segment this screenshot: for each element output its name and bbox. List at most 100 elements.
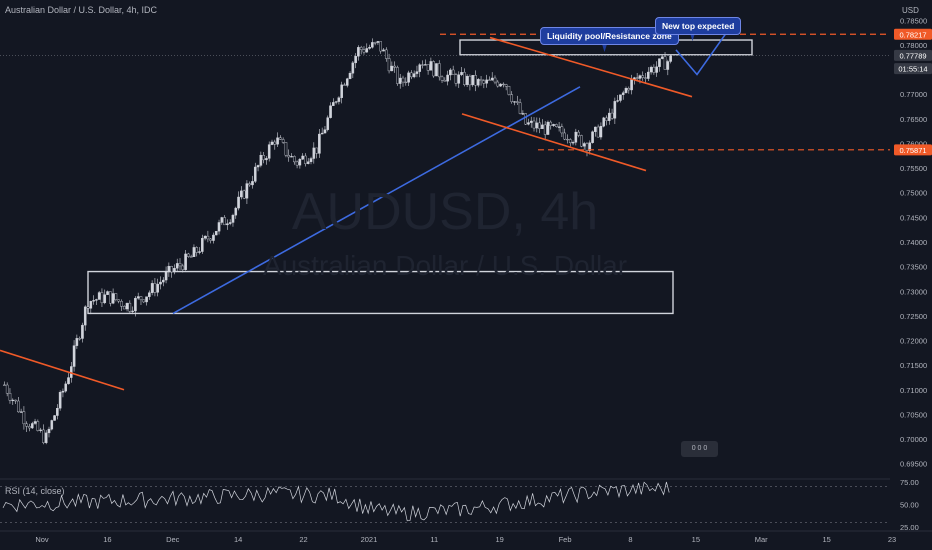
candle-body bbox=[644, 77, 647, 79]
chart-title: Australian Dollar / U.S. Dollar, 4h, IDC bbox=[5, 5, 158, 15]
candle bbox=[237, 191, 240, 211]
candle bbox=[61, 388, 65, 398]
candle-body bbox=[214, 230, 218, 236]
candle-body bbox=[201, 238, 204, 252]
candle bbox=[371, 38, 374, 49]
candle-body bbox=[318, 133, 321, 154]
candle-body bbox=[170, 266, 173, 273]
candle-body bbox=[368, 47, 371, 49]
candle bbox=[644, 73, 647, 85]
candle bbox=[265, 156, 268, 165]
candle bbox=[47, 426, 51, 438]
candle-body bbox=[599, 126, 603, 138]
candle bbox=[502, 82, 505, 88]
candles bbox=[3, 38, 672, 445]
candle-body bbox=[44, 432, 48, 443]
callout-liquidity[interactable]: Liquidity pool/Resistance zone bbox=[540, 27, 679, 45]
candle bbox=[552, 123, 555, 127]
candle-body bbox=[39, 429, 42, 431]
candle-body bbox=[351, 62, 355, 74]
candle-body bbox=[245, 183, 249, 199]
candle bbox=[605, 115, 608, 126]
candle-body bbox=[290, 156, 293, 158]
candle-body bbox=[577, 131, 580, 136]
candle-body bbox=[635, 77, 639, 79]
candle-body bbox=[30, 423, 34, 429]
candle-body bbox=[22, 411, 26, 425]
candle-body bbox=[114, 293, 118, 300]
candle bbox=[161, 277, 165, 287]
candle bbox=[568, 138, 572, 147]
indicator-badge[interactable]: 0 0 0 bbox=[681, 441, 718, 457]
price-tag-text: 0.75871 bbox=[899, 146, 926, 155]
y-tick-label: 0.73500 bbox=[900, 263, 927, 272]
candle-body bbox=[178, 263, 182, 267]
candle bbox=[418, 63, 422, 78]
candle-body bbox=[660, 56, 664, 59]
rsi-pane bbox=[0, 481, 890, 523]
candle bbox=[298, 158, 302, 169]
candle bbox=[401, 75, 405, 87]
candle bbox=[594, 126, 597, 137]
candle bbox=[557, 121, 561, 132]
candle bbox=[660, 55, 664, 60]
candle-body bbox=[206, 235, 210, 240]
candle-body bbox=[242, 190, 246, 199]
candle-body bbox=[306, 161, 310, 164]
callout-new-top[interactable]: New top expected bbox=[655, 17, 742, 35]
candle-body bbox=[387, 58, 391, 72]
candle-body bbox=[451, 69, 455, 75]
candle bbox=[150, 280, 154, 296]
candle-body bbox=[401, 77, 405, 83]
candle-body bbox=[276, 137, 279, 145]
candle bbox=[610, 108, 614, 120]
candle bbox=[50, 419, 54, 431]
candle bbox=[602, 116, 605, 128]
candle-body bbox=[220, 217, 224, 223]
candle bbox=[351, 61, 355, 79]
candle bbox=[343, 82, 346, 86]
candle-body bbox=[192, 247, 196, 258]
candle-body bbox=[164, 271, 168, 281]
candle-body bbox=[187, 253, 190, 257]
candle bbox=[538, 117, 541, 134]
candle bbox=[3, 381, 6, 386]
candle bbox=[111, 288, 115, 305]
candle bbox=[209, 237, 212, 244]
candle bbox=[535, 117, 539, 133]
candle-body bbox=[412, 73, 416, 78]
candle-body bbox=[345, 78, 349, 86]
y-tick-label: 0.76500 bbox=[900, 115, 927, 124]
candle bbox=[357, 45, 360, 61]
rsi-label[interactable]: RSI (14, close) bbox=[5, 486, 65, 496]
candle bbox=[527, 118, 530, 126]
candle-body bbox=[304, 155, 307, 164]
candle bbox=[312, 142, 316, 164]
candle bbox=[457, 71, 461, 88]
callout-pointer bbox=[690, 33, 695, 41]
candle-body bbox=[424, 64, 427, 66]
candle bbox=[379, 41, 382, 54]
candle-body bbox=[446, 74, 449, 82]
candle bbox=[39, 427, 42, 433]
candle-body bbox=[426, 64, 430, 71]
candle bbox=[284, 142, 288, 158]
time-axis: Nov 16 Dec 14 22 2021 11 19 Feb 8 15 Mar 15 23 bbox=[35, 535, 896, 544]
candle bbox=[175, 258, 179, 272]
x-tick-label: Mar bbox=[755, 535, 768, 544]
currency-label[interactable]: USD bbox=[902, 6, 919, 15]
candle-body bbox=[557, 126, 561, 128]
candle bbox=[323, 126, 327, 134]
x-tick-label: 15 bbox=[692, 535, 700, 544]
candle-body bbox=[398, 77, 402, 84]
candle-body bbox=[655, 66, 658, 73]
candle bbox=[5, 382, 9, 397]
y-tick-label: 0.78000 bbox=[900, 41, 927, 50]
candle-body bbox=[538, 122, 541, 129]
candle bbox=[624, 86, 628, 94]
candle-body bbox=[125, 302, 129, 310]
candle bbox=[220, 216, 224, 225]
candle bbox=[270, 139, 274, 146]
candle bbox=[223, 215, 226, 226]
